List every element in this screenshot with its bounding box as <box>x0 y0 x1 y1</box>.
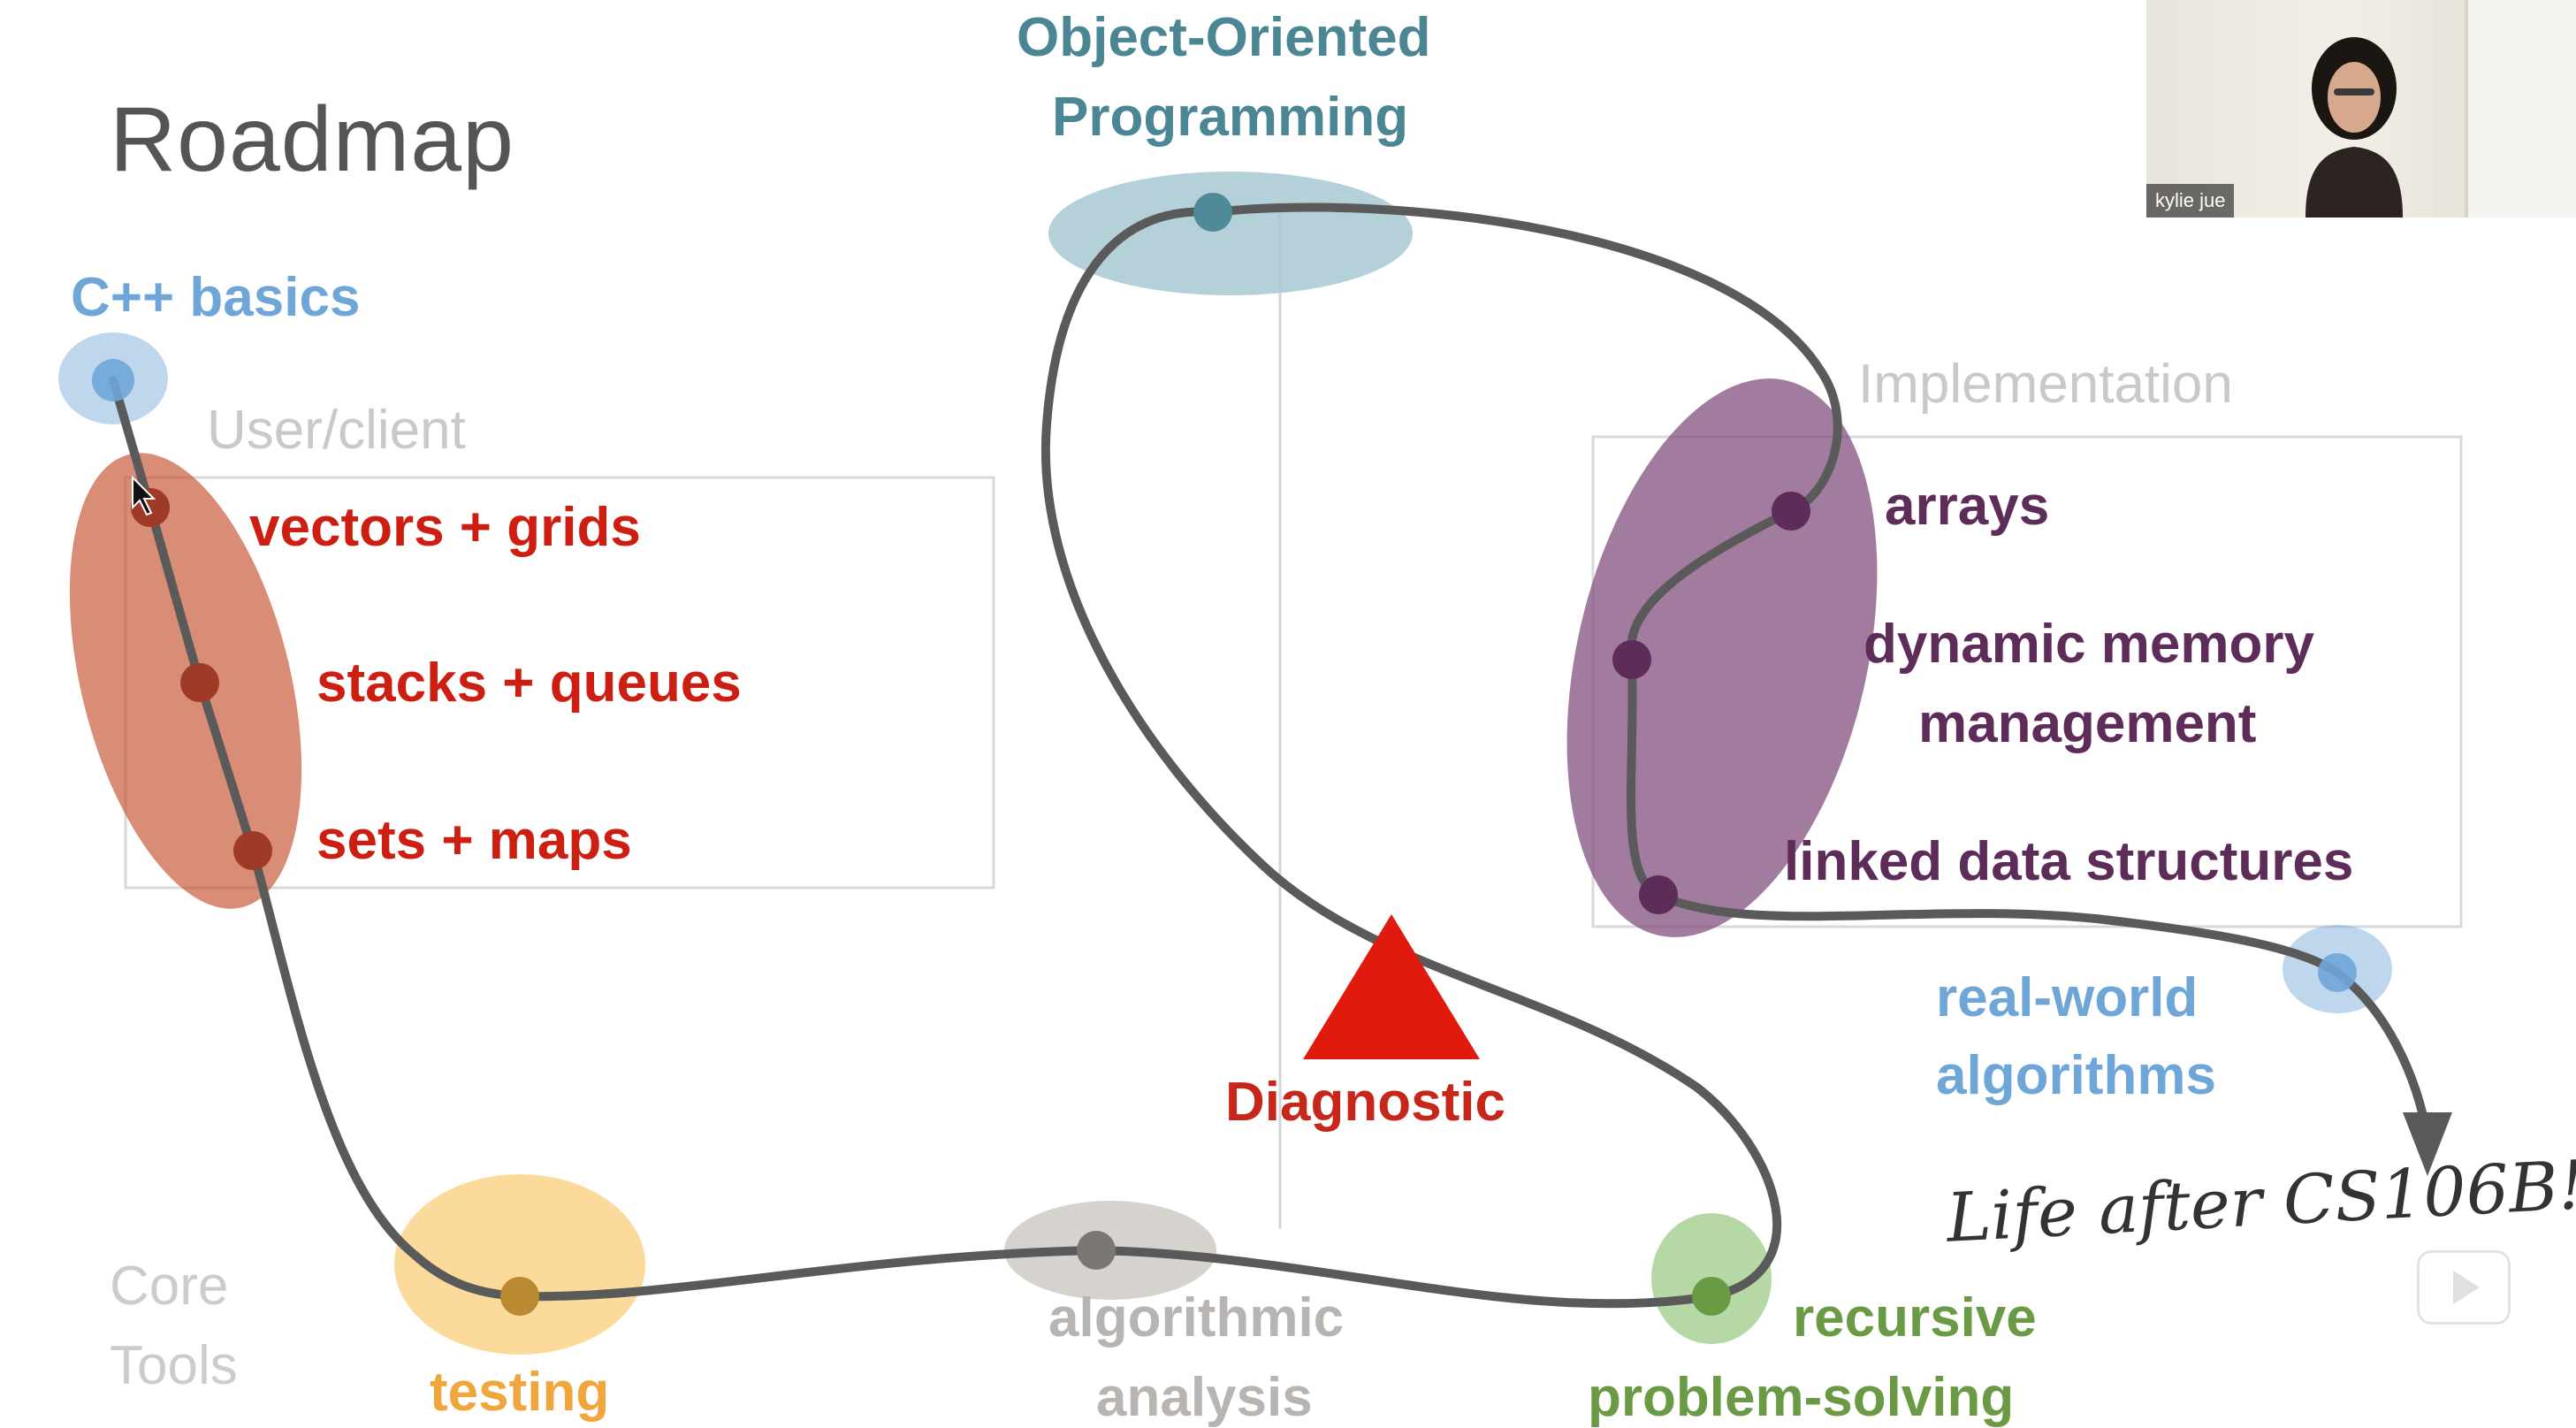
node-linked <box>1639 875 1678 914</box>
node-realworld <box>2318 953 2357 992</box>
presenter-video-icon <box>2305 37 2403 218</box>
node-stacks <box>180 663 219 702</box>
core-tools-label-line2: Tools <box>110 1335 238 1396</box>
node-algorithmic <box>1077 1231 1116 1270</box>
diagnostic-label: Diagnostic <box>1225 1072 1505 1133</box>
cpp-basics-label: C++ basics <box>71 267 361 328</box>
realworld-label-line2: algorithms <box>1936 1045 2216 1106</box>
dynamic-memory-label-line1: dynamic memory <box>1863 614 2314 675</box>
mouse-cursor <box>132 475 156 516</box>
play-button[interactable] <box>2417 1250 2511 1325</box>
implementation-label: Implementation <box>1858 354 2233 415</box>
node-testing <box>500 1277 539 1316</box>
oop-ellipse <box>1048 172 1413 295</box>
linked-structures-label: linked data structures <box>1784 831 2354 892</box>
node-recursive <box>1692 1277 1731 1316</box>
realworld-label-line1: real-world <box>1936 967 2199 1028</box>
vectors-grids-label: vectors + grids <box>249 497 641 558</box>
roadmap-path <box>109 202 2432 1309</box>
node-oop <box>1193 193 1232 232</box>
core-tools-label-line1: Core <box>110 1256 229 1317</box>
node-dynamic <box>1612 640 1651 679</box>
recursive-label-line1: recursive <box>1793 1287 2037 1348</box>
oop-label-line2: Programming <box>1052 87 1409 148</box>
recursive-label-line2: problem-solving <box>1588 1367 2015 1428</box>
slide-title: Roadmap <box>110 88 514 191</box>
stacks-queues-label: stacks + queues <box>316 653 742 714</box>
sets-maps-label: sets + maps <box>316 810 632 871</box>
user-client-label: User/client <box>207 400 466 461</box>
node-arrays <box>1772 492 1810 531</box>
dynamic-memory-label-line2: management <box>1918 693 2257 754</box>
algorithmic-label-line1: algorithmic <box>1048 1287 1345 1348</box>
participant-name: kylie jue <box>2146 184 2235 218</box>
node-cpp <box>92 359 134 401</box>
arrays-label: arrays <box>1885 476 2050 537</box>
webcam-background-door <box>2465 0 2576 218</box>
path-arrowhead <box>2403 1112 2452 1176</box>
webcam-video[interactable]: kylie jue <box>2146 0 2576 218</box>
testing-ellipse <box>394 1174 645 1355</box>
diagnostic-triangle <box>1303 914 1480 1059</box>
oop-label-line1: Object-Oriented <box>1017 7 1431 68</box>
node-sets <box>233 831 272 870</box>
algorithmic-label-line2: analysis <box>1096 1367 1313 1428</box>
testing-label: testing <box>430 1362 610 1423</box>
